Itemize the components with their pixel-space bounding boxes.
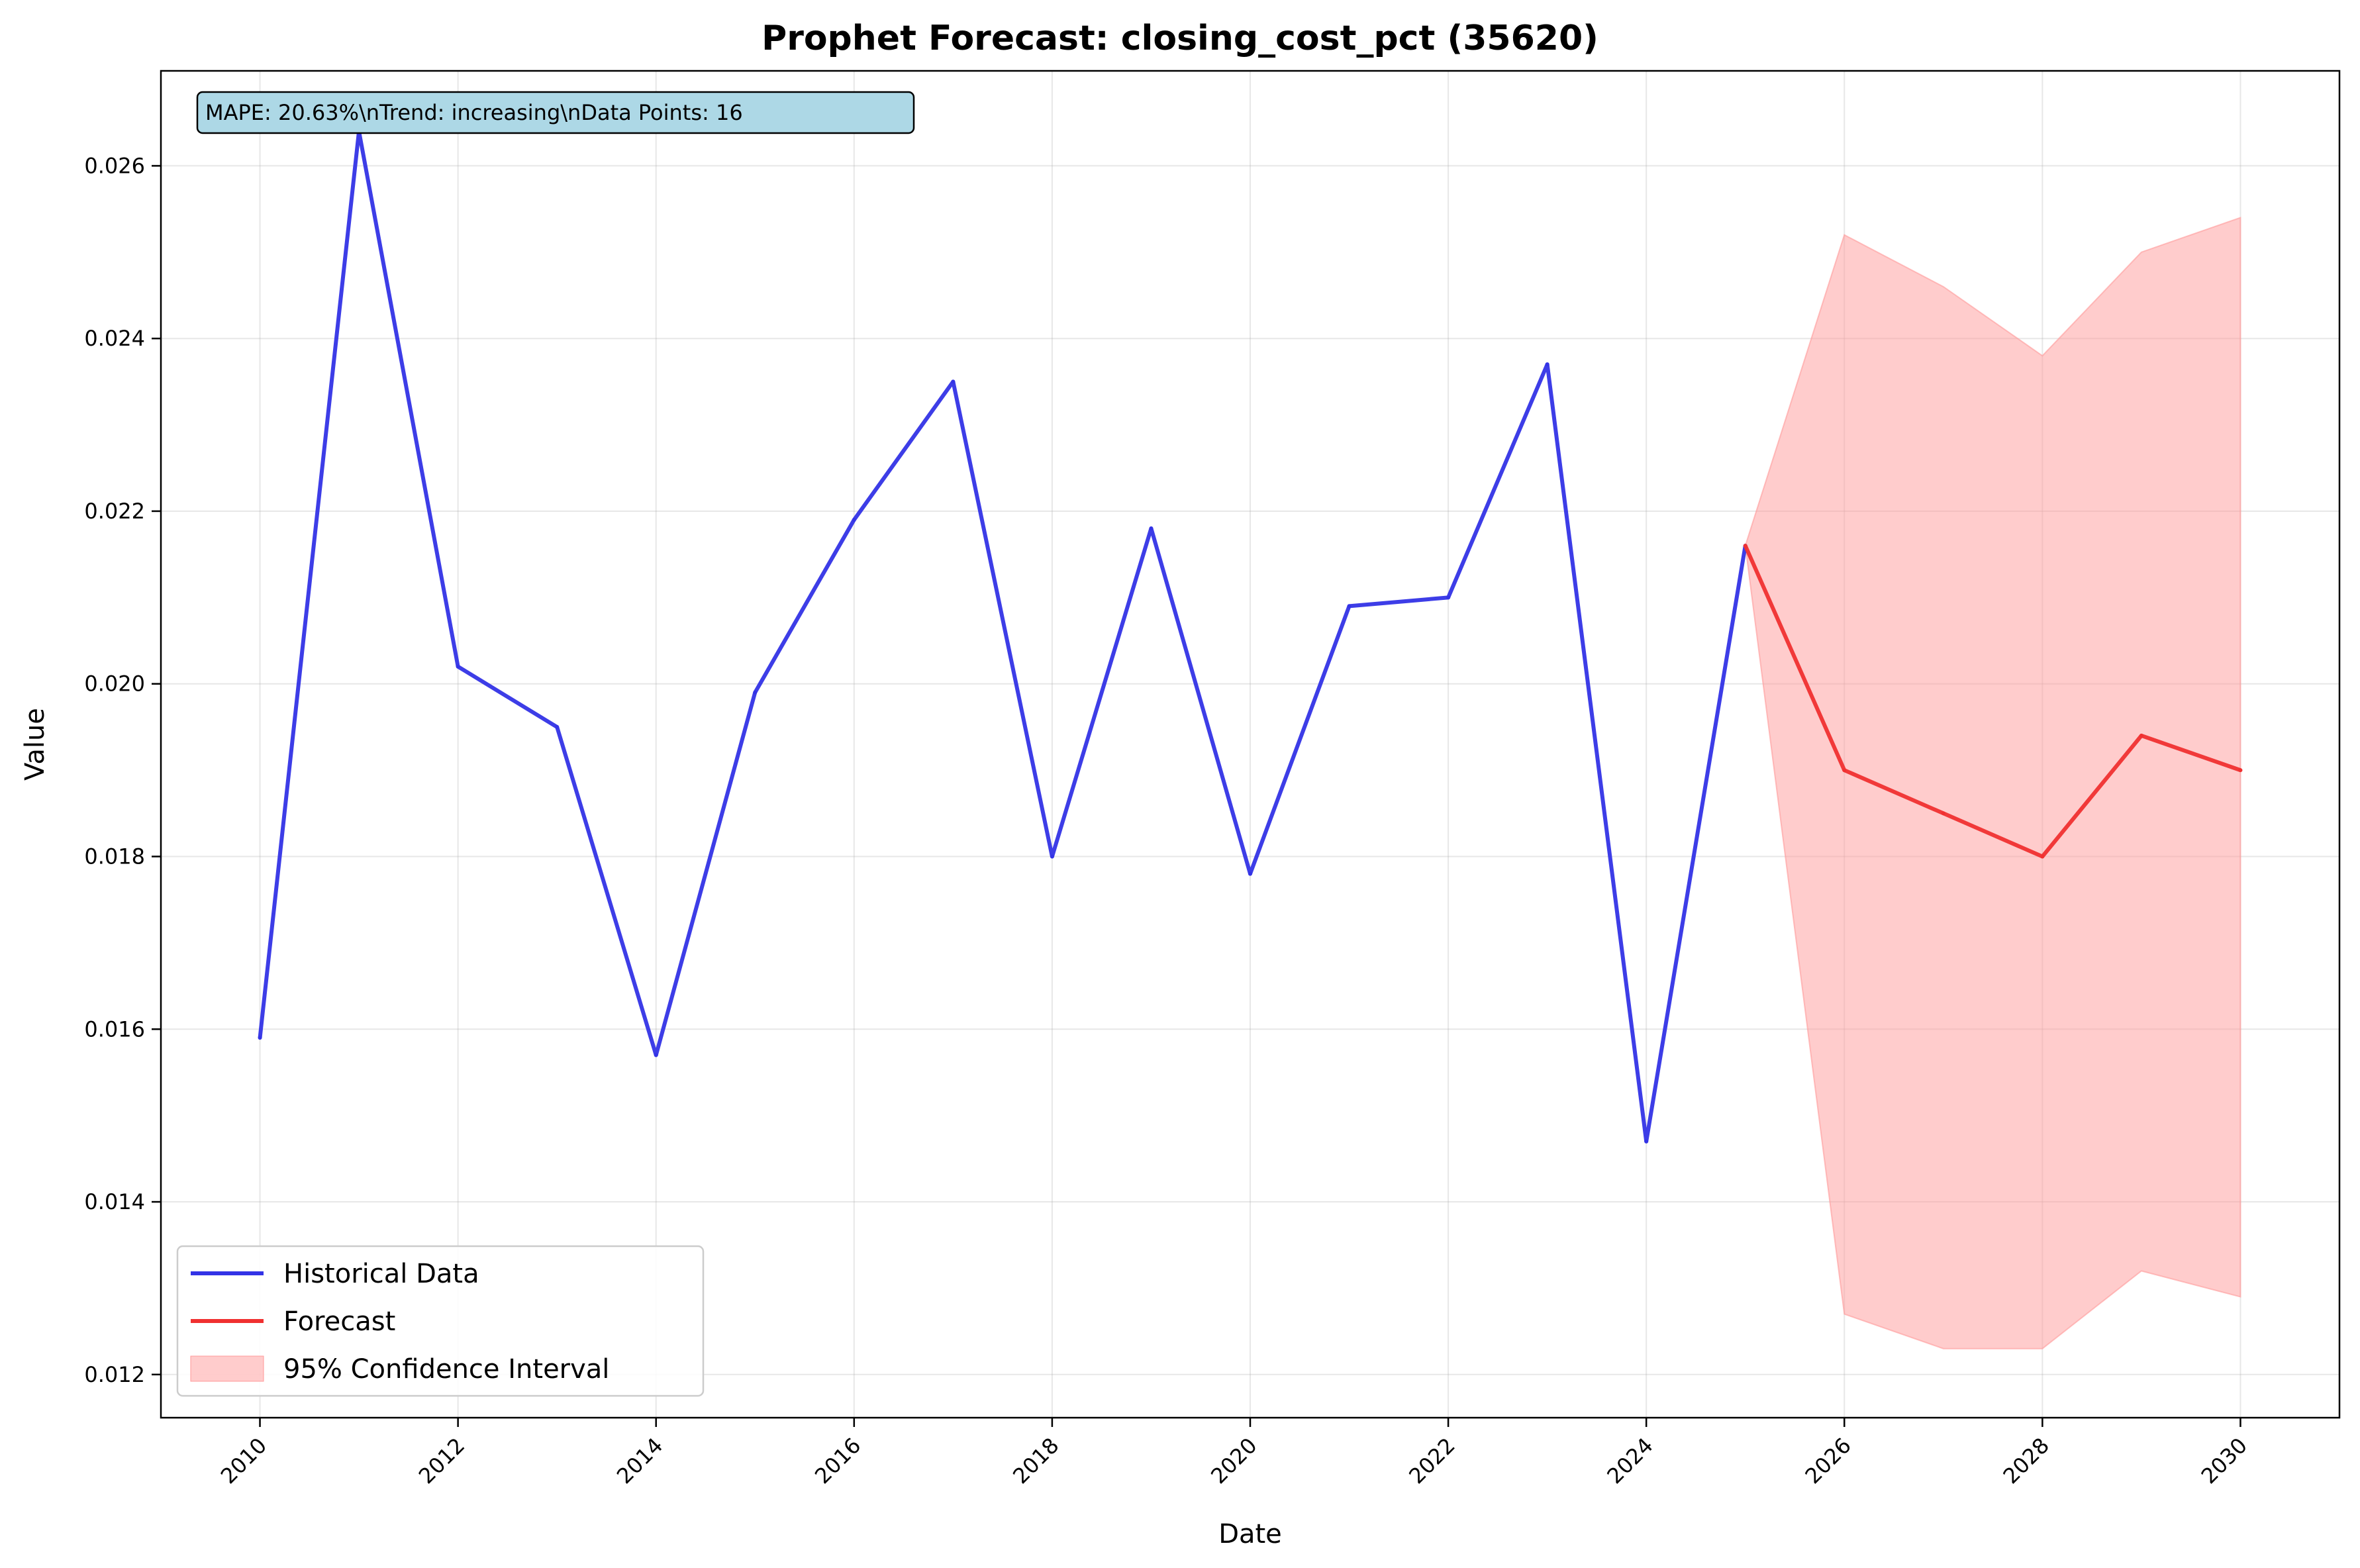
forecast-point [1743, 544, 1747, 548]
forecast-point [2040, 854, 2045, 859]
forecast-point [2139, 733, 2143, 738]
confidence-band [1744, 217, 2241, 1349]
y-tick-label: 0.016 [84, 1016, 145, 1042]
historical-point [1248, 871, 1252, 876]
historical-point [258, 1036, 262, 1040]
x-axis-label: Date [1218, 1519, 1282, 1549]
historical-point [1545, 362, 1549, 367]
legend: Historical Data Forecast 95% Confidence … [176, 1245, 705, 1397]
y-tick-label: 0.014 [84, 1189, 145, 1214]
legend-frame [176, 1245, 705, 1397]
legend-label-historical: Historical Data [283, 1259, 479, 1289]
historical-point [654, 1053, 658, 1057]
y-tick-label: 0.018 [84, 844, 145, 869]
series-layer [258, 129, 2243, 1144]
y-axis-label: Value [20, 708, 50, 781]
y-tick-label: 0.020 [84, 671, 145, 697]
forecast-point [2238, 768, 2243, 773]
info-box-background [196, 91, 915, 134]
historical-point [1644, 1139, 1649, 1144]
legend-label-forecast: Forecast [283, 1306, 395, 1337]
historical-point [456, 664, 460, 669]
historical-point [1050, 854, 1054, 859]
historical-line [258, 129, 1747, 1144]
historical-point [951, 379, 956, 384]
legend-swatch-confidence [190, 1355, 264, 1382]
chart-title: Prophet Forecast: closing_cost_pct (3562… [762, 19, 1598, 58]
info-box: MAPE: 20.63%\nTrend: increasing\nData Po… [196, 91, 915, 134]
y-axis: 0.012 0.014 0.016 0.018 0.020 0.022 0.024 0.026 [84, 153, 161, 1387]
y-tick-label: 0.022 [84, 499, 145, 524]
forecast-point [1941, 811, 1945, 816]
historical-point [852, 518, 856, 522]
legend-label-confidence: 95% Confidence Interval [283, 1354, 609, 1385]
y-tick-label: 0.026 [84, 153, 145, 178]
historical-point [1446, 595, 1451, 600]
y-tick-label: 0.012 [84, 1362, 145, 1387]
confidence-band-layer [1744, 217, 2241, 1349]
historical-point [1347, 604, 1352, 609]
forecast-line [1743, 544, 2241, 859]
historical-point [1149, 526, 1154, 531]
y-tick-label: 0.024 [84, 326, 145, 351]
info-box-text: MAPE: 20.63%\nTrend: increasing\nData Po… [205, 100, 743, 125]
historical-point [555, 724, 560, 729]
forecast-point [1842, 768, 1847, 773]
historical-point [753, 690, 758, 695]
